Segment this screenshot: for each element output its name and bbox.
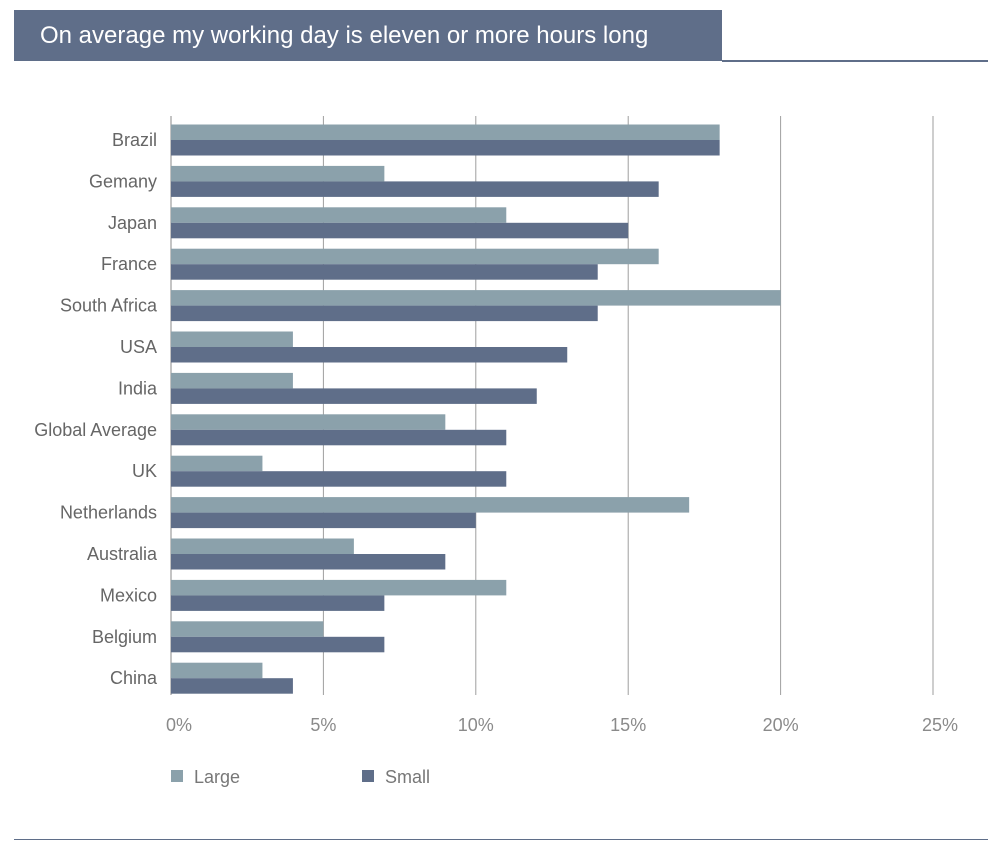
x-tick-label: 5% xyxy=(310,715,336,735)
bar-small xyxy=(171,678,293,694)
bar-large xyxy=(171,165,385,182)
title-rule xyxy=(722,60,988,62)
bar-small xyxy=(171,222,629,239)
title-banner: On average my working day is eleven or m… xyxy=(14,10,722,61)
bar-large xyxy=(171,207,507,223)
bar-large xyxy=(171,248,659,265)
bar-small xyxy=(171,429,507,446)
category-label: China xyxy=(110,668,158,688)
legend: Large Small xyxy=(171,767,430,787)
bottom-rule xyxy=(14,839,988,840)
bar-large xyxy=(171,497,690,513)
tick-labels: 0% 5% 10% 15% 20% 25% xyxy=(166,715,958,735)
x-tick-label: 0% xyxy=(166,715,192,735)
legend-label-small: Small xyxy=(385,767,430,787)
category-label: France xyxy=(101,254,157,274)
legend-swatch-large xyxy=(171,770,183,782)
bar-large xyxy=(171,372,293,389)
category-label: Gemany xyxy=(89,171,157,191)
x-tick-label: 15% xyxy=(610,715,646,735)
chart-title: On average my working day is eleven or m… xyxy=(40,22,649,49)
bar-small xyxy=(171,140,720,156)
bar-large xyxy=(171,662,263,679)
bar-large xyxy=(171,124,720,140)
bar-small xyxy=(171,388,537,404)
bar-small xyxy=(171,554,446,570)
x-tick-label: 25% xyxy=(922,715,958,735)
category-label: Global Average xyxy=(34,420,157,440)
x-tick-label: 10% xyxy=(458,715,494,735)
legend-swatch-small xyxy=(362,770,374,782)
bars xyxy=(171,124,781,694)
category-label: USA xyxy=(120,337,157,357)
bar-small xyxy=(171,181,659,197)
category-labels: Brazil Gemany Japan France South Africa USA In… xyxy=(34,130,158,688)
category-label: Netherlands xyxy=(60,503,157,523)
bar-small xyxy=(171,347,568,363)
bar-small xyxy=(171,636,385,653)
legend-label-large: Large xyxy=(194,767,240,787)
bar-large xyxy=(171,579,507,596)
bar-small xyxy=(171,264,598,280)
bar-large xyxy=(171,290,781,306)
category-label: South Africa xyxy=(60,296,158,316)
category-label: UK xyxy=(132,461,157,481)
bar-small xyxy=(171,305,598,322)
category-label: Australia xyxy=(87,544,158,564)
category-label: Brazil xyxy=(112,130,157,150)
category-label: India xyxy=(118,378,158,398)
bar-large xyxy=(171,414,446,430)
category-label: Mexico xyxy=(100,585,157,605)
bar-small xyxy=(171,471,507,487)
bar-small xyxy=(171,595,385,611)
bar-large xyxy=(171,331,293,347)
bar-large xyxy=(171,538,354,554)
x-tick-label: 20% xyxy=(763,715,799,735)
category-label: Belgium xyxy=(92,627,157,647)
bar-small xyxy=(171,512,476,529)
category-label: Japan xyxy=(108,213,157,233)
bar-large xyxy=(171,621,324,637)
bar-large xyxy=(171,455,263,472)
